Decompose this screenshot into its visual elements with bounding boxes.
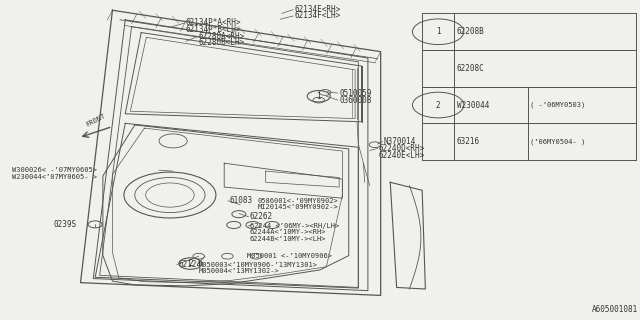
Text: FRONT: FRONT	[84, 113, 106, 128]
Text: 2: 2	[188, 259, 193, 268]
Text: 62134F<LH>: 62134F<LH>	[294, 12, 340, 20]
Text: 1: 1	[436, 27, 440, 36]
Text: N370014: N370014	[384, 137, 416, 146]
Text: 63216: 63216	[457, 137, 480, 146]
Text: 62134E<RH>: 62134E<RH>	[294, 5, 340, 14]
Text: 0360008: 0360008	[339, 96, 372, 105]
Text: 62244 <’06MY-><RH/LH>: 62244 <’06MY-><RH/LH>	[250, 223, 339, 229]
Text: 62280B<LH>: 62280B<LH>	[198, 38, 245, 47]
Text: 0239S: 0239S	[53, 220, 76, 229]
Text: W230044<’07MY0605- >: W230044<’07MY0605- >	[12, 173, 97, 180]
Text: 62240D<RH>: 62240D<RH>	[379, 144, 425, 153]
Text: W230044: W230044	[457, 100, 489, 109]
Text: (’06MY0504- ): (’06MY0504- )	[530, 139, 586, 145]
Text: 0510059: 0510059	[339, 89, 372, 98]
Text: 62134P*B<LH>: 62134P*B<LH>	[186, 25, 241, 34]
Text: 62208B: 62208B	[457, 27, 484, 36]
Text: ( -’06MY0503): ( -’06MY0503)	[530, 102, 586, 108]
Text: 62208C: 62208C	[457, 64, 484, 73]
Text: MI20145<’09MY0902->: MI20145<’09MY0902->	[257, 204, 338, 210]
Text: A605001081: A605001081	[592, 305, 638, 314]
Text: 62280A<RH>: 62280A<RH>	[198, 32, 245, 41]
Text: 61083: 61083	[229, 196, 252, 205]
Text: 0586001<-’09MY0902>: 0586001<-’09MY0902>	[257, 198, 338, 204]
Text: W300026< -’07MY0605>: W300026< -’07MY0605>	[12, 167, 97, 173]
Text: 1: 1	[316, 92, 321, 101]
Text: 62240E<LH>: 62240E<LH>	[379, 151, 425, 160]
Text: 62244B<’10MY-><LH>: 62244B<’10MY-><LH>	[250, 236, 326, 242]
Text: 62134P*A<RH>: 62134P*A<RH>	[186, 19, 241, 28]
Text: 62262: 62262	[250, 212, 273, 221]
Text: M050004<’13MY1302->: M050004<’13MY1302->	[198, 268, 280, 274]
Text: 62124: 62124	[178, 260, 202, 269]
Text: M050001 <-’10MY0906>: M050001 <-’10MY0906>	[246, 253, 332, 259]
Text: 62244A<’10MY-><RH>: 62244A<’10MY-><RH>	[250, 229, 326, 235]
Text: 2: 2	[436, 100, 440, 109]
Text: M050003<’10MY0906-’13MY1301>: M050003<’10MY0906-’13MY1301>	[198, 261, 317, 268]
